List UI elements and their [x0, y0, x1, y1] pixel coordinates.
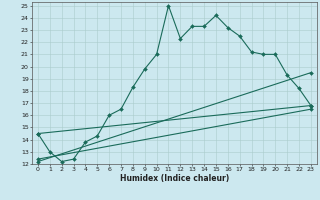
X-axis label: Humidex (Indice chaleur): Humidex (Indice chaleur) — [120, 174, 229, 183]
